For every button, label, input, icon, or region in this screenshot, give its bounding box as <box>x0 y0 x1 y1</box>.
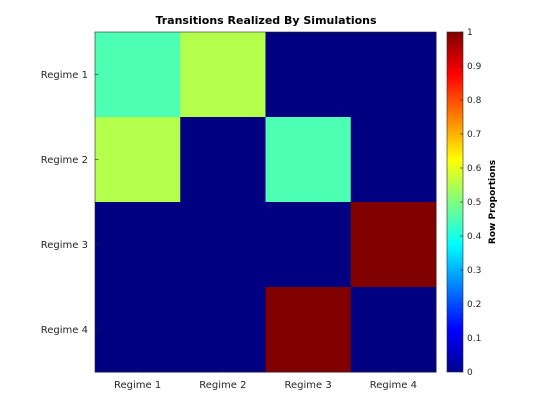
y-tick-label: Regime 1 <box>41 70 88 81</box>
x-tick-label: Regime 1 <box>114 380 161 391</box>
heatmap-cell-r2-c4 <box>350 117 437 203</box>
heatmap-cell-r3-c2 <box>180 202 266 288</box>
heatmap-cell-r4-c4 <box>350 287 437 373</box>
heatmap-cell-r1-c3 <box>265 32 352 118</box>
colorbar-tick-label: 1 <box>467 28 473 38</box>
heatmap-cell-r3-c4 <box>350 202 437 288</box>
colorbar-tick-label: 0.6 <box>467 164 482 174</box>
colorbar-tick-label: 0 <box>467 368 473 378</box>
heatmap-cell-r2-c1 <box>95 117 181 203</box>
heatmap-cell-r4-c2 <box>180 287 266 373</box>
plot-frame <box>94 31 437 373</box>
colorbar-tick-label: 0.8 <box>467 96 482 106</box>
heatmap-cell-r1-c2 <box>180 32 266 118</box>
colorbar-ticks: 0 0.1 0.2 0.3 0.4 0.5 0.6 0.7 0.8 0.9 1 <box>460 28 482 378</box>
y-tick-label: Regime 3 <box>41 240 88 251</box>
heatmap-cell-r4-c1 <box>95 287 181 373</box>
x-axis-ticks: Regime 1 Regime 2 Regime 3 Regime 4 <box>114 368 417 391</box>
heatmap-cell-r2-c2 <box>180 117 266 203</box>
heatmap-cell-r4-c3 <box>265 287 352 373</box>
colorbar-tick-label: 0.5 <box>467 198 481 208</box>
colorbar-tick-label: 0.2 <box>467 300 481 310</box>
heatmap-cell-r1-c4 <box>350 32 437 118</box>
y-tick-label: Regime 2 <box>41 155 88 166</box>
colorbar-tick-label: 0.7 <box>467 130 481 140</box>
y-axis-ticks: Regime 1 Regime 2 Regime 3 Regime 4 <box>41 70 99 336</box>
heatmap-cell-r3-c1 <box>95 202 181 288</box>
colorbar-tick-label: 0.3 <box>467 266 481 276</box>
colorbar-tick-label: 0.1 <box>467 334 481 344</box>
x-tick-label: Regime 4 <box>370 380 417 391</box>
x-tick-label: Regime 2 <box>199 380 246 391</box>
x-tick-label: Regime 3 <box>285 380 332 391</box>
colorbar-tick-label: 0.9 <box>467 62 482 72</box>
heatmap-cell-r3-c3 <box>265 202 352 288</box>
colorbar-label: Row Proportions <box>488 160 498 244</box>
heatmap-cells <box>95 32 437 373</box>
heatmap-cell-r1-c1 <box>95 32 181 118</box>
chart-title: Transitions Realized By Simulations <box>155 14 377 27</box>
heatmap-cell-r2-c3 <box>265 117 352 203</box>
colorbar-tick-label: 0.4 <box>467 232 482 242</box>
y-tick-label: Regime 4 <box>41 325 88 336</box>
